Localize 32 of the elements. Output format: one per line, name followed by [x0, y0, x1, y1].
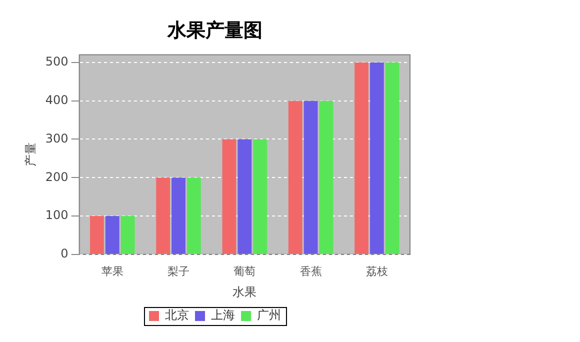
bar [370, 62, 384, 254]
bar [156, 178, 170, 254]
bar [120, 216, 135, 254]
bar [238, 139, 252, 254]
y-tick-label: 500 [45, 54, 68, 69]
bar [90, 216, 104, 254]
bar [319, 100, 334, 254]
bar [354, 62, 368, 254]
y-tick-label: 300 [45, 131, 68, 146]
bar [105, 216, 120, 254]
x-tick-label: 香蕉 [300, 264, 322, 278]
bar [253, 139, 268, 254]
bar [304, 100, 318, 254]
x-tick-label: 苹果 [101, 264, 124, 278]
x-tick-label: 荔枝 [366, 264, 388, 278]
y-tick-label: 0 [60, 246, 68, 261]
legend-label: 广州 [257, 308, 281, 322]
legend-label: 北京 [165, 308, 189, 322]
bar [222, 139, 236, 254]
y-tick-label: 100 [45, 208, 68, 222]
bar [385, 62, 400, 254]
x-tick-label: 葡萄 [234, 264, 256, 278]
y-axis-title: 产量 [23, 142, 38, 167]
x-axis-title: 水果 [232, 284, 257, 299]
chart-title: 水果产量图 [166, 19, 262, 42]
bar [172, 178, 186, 254]
y-tick-label: 400 [45, 92, 68, 107]
bar [288, 100, 302, 254]
legend-label: 上海 [211, 308, 235, 322]
bar [187, 178, 201, 254]
x-tick-label: 梨子 [168, 264, 190, 278]
y-tick-label: 200 [45, 170, 68, 184]
